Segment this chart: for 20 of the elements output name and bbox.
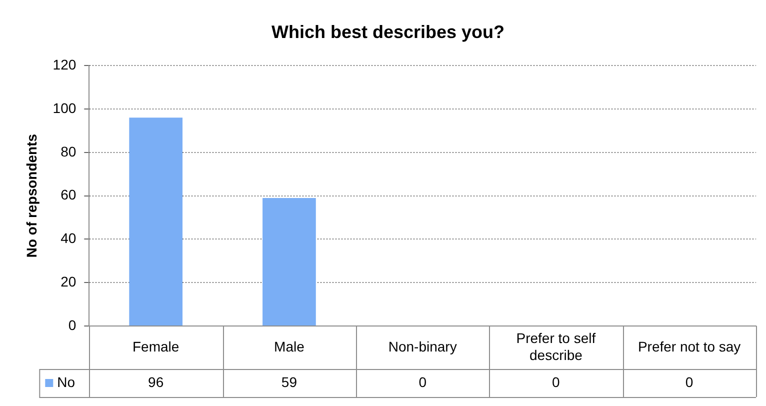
y-tick-label: 40 (60, 230, 76, 246)
y-tick-label: 100 (52, 100, 76, 116)
y-tick-label: 20 (60, 273, 76, 290)
x-tick-label: Male (274, 338, 305, 354)
y-axis-title: No of repsondents (23, 134, 40, 258)
y-tick-label: 0 (68, 316, 76, 333)
chart-title: Which best describes you? (271, 22, 505, 42)
y-tick-label: 120 (52, 56, 76, 72)
x-tick-label: Prefer to self describe (516, 330, 596, 363)
x-tick-label: Prefer not to say (638, 338, 741, 354)
data-label: 0 (685, 374, 694, 390)
data-label: 0 (418, 374, 427, 390)
y-tick-label: 60 (60, 186, 76, 203)
y-tick-label: 80 (60, 143, 76, 160)
x-tick-label: Non-binary (388, 338, 457, 354)
data-label: 96 (148, 374, 164, 390)
data-label: 59 (281, 374, 298, 390)
x-tick-label: Female (132, 338, 180, 354)
legend-label: No (57, 374, 76, 390)
data-label: 0 (552, 374, 560, 390)
